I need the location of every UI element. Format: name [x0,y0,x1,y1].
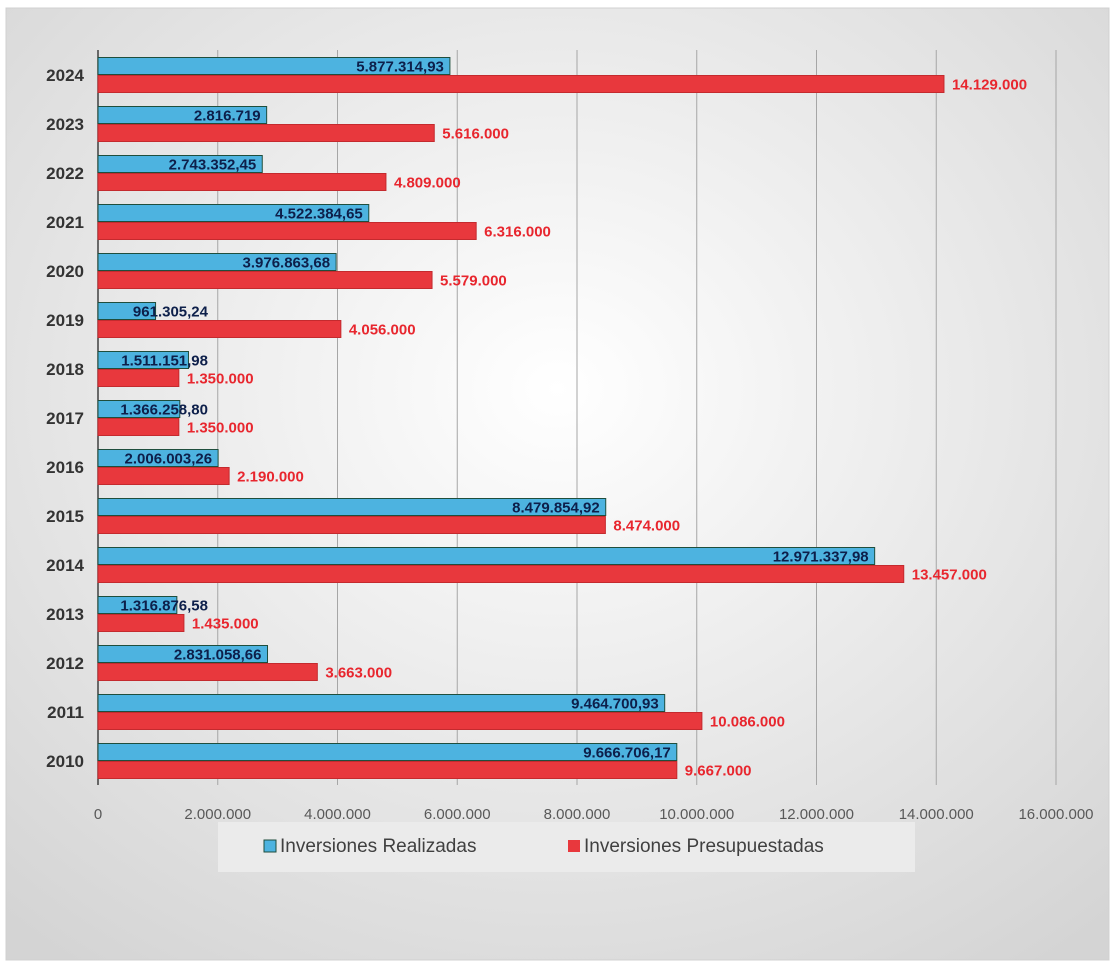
bar [97,75,945,93]
bar [97,204,370,222]
bar [97,743,678,761]
data-label: 8.474.000 [613,517,680,534]
x-tick-label: 4.000.000 [304,806,371,823]
bar [97,253,337,271]
bar [97,106,268,124]
y-tick-label: 2021 [46,213,84,232]
bar [97,57,451,75]
x-tick-label: 0 [94,806,102,823]
x-tick-label: 10.000.000 [659,806,734,823]
y-tick-label: 2017 [46,409,84,428]
data-label: 2.831.058,66 [174,646,262,663]
y-tick-label: 2020 [46,262,84,281]
bar [97,155,263,173]
bar [97,369,180,387]
bar [97,614,185,632]
y-tick-label: 2011 [47,703,84,722]
data-label: 9.464.700,93 [571,695,659,712]
y-tick-label: 2016 [46,458,84,477]
bar [97,320,342,338]
legend-label: Inversiones Presupuestadas [584,836,824,857]
data-label: 1.350.000 [187,370,254,387]
data-label: 1.366.258,80 [120,401,208,418]
data-label: 2.743.352,45 [169,156,257,173]
data-label: 3.976.863,68 [243,254,331,271]
x-tick-label: 16.000.000 [1018,806,1093,823]
x-tick-label: 2.000.000 [184,806,251,823]
data-label: 4.522.384,65 [275,205,363,222]
bar [97,663,318,681]
bar [97,516,606,534]
bar [97,271,433,289]
y-tick-label: 2019 [46,311,84,330]
bar [97,467,230,485]
data-label: 5.877.314,93 [356,58,444,75]
bar [97,449,219,467]
data-label: 5.616.000 [442,125,509,142]
legend-label: Inversiones Realizadas [280,836,476,857]
bar [97,173,387,191]
bar [97,645,269,663]
data-label: 1.435.000 [192,615,259,632]
data-label: 8.479.854,92 [512,499,600,516]
bar [97,712,703,730]
data-label: 1.350.000 [187,419,254,436]
y-tick-label: 2014 [46,556,84,575]
bar [97,302,157,320]
y-tick-label: 2012 [46,654,84,673]
bar [97,222,477,240]
bar [97,351,189,369]
y-tick-label: 2023 [46,115,84,134]
data-label: 1.511.151,98 [121,352,208,369]
data-label: 6.316.000 [484,223,551,240]
data-label: 2.816.719 [194,107,261,124]
bar [97,596,178,614]
data-label: 961.305,24 [133,303,209,320]
x-tick-label: 6.000.000 [424,806,491,823]
data-label: 14.129.000 [952,76,1027,93]
data-label: 9.666.706,17 [583,744,671,761]
data-label: 10.086.000 [710,713,785,730]
bar [97,124,435,142]
data-label: 1.316.876,58 [120,597,208,614]
y-tick-label: 2015 [46,507,84,526]
data-label: 13.457.000 [912,566,987,583]
legend-swatch [263,839,277,853]
data-label: 2.190.000 [237,468,304,485]
data-label: 4.056.000 [349,321,416,338]
y-tick-label: 2018 [46,360,84,379]
data-label: 2.006.003,26 [125,450,213,467]
y-tick-label: 2013 [46,605,84,624]
data-label: 12.971.337,98 [773,548,869,565]
legend-swatch [568,840,580,852]
bar [97,565,905,583]
data-label: 9.667.000 [685,762,752,779]
x-tick-label: 14.000.000 [899,806,974,823]
bar [97,547,876,565]
bar [97,418,180,436]
data-label: 5.579.000 [440,272,507,289]
y-tick-label: 2010 [46,752,84,771]
x-tick-label: 8.000.000 [544,806,611,823]
y-tick-label: 2022 [46,164,84,183]
data-label: 3.663.000 [325,664,392,681]
bar [97,498,607,516]
bar [97,694,666,712]
legend-box [218,822,915,872]
bar [97,761,678,779]
y-tick-label: 2024 [46,66,84,85]
bar [97,400,181,418]
data-label: 4.809.000 [394,174,461,191]
x-tick-label: 12.000.000 [779,806,854,823]
